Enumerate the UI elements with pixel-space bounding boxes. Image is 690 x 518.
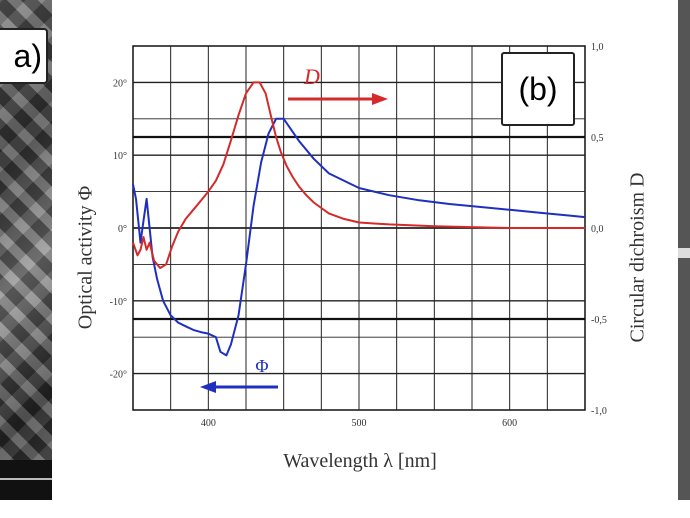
annotation-d-label: D [303,64,320,89]
y-left-tick-label: 20° [113,78,127,89]
y-right-tick-label: 1,0 [591,42,604,53]
y-right-tick-label: -1,0 [591,406,607,417]
y-axis-right-label: Circular dichroism D [626,172,649,343]
chart-series [132,81,586,357]
chart-annotations: DΦ [200,64,388,393]
annotation-phi-label: Φ [255,356,268,376]
y-left-tick-label: 10° [113,151,127,162]
x-tick-label: 400 [201,418,216,429]
annotation-d-arrow-head [372,93,388,105]
y-right-tick-label: 0,0 [591,224,604,235]
y-left-tick-label: -20° [110,370,127,381]
y-left-tick-label: -10° [110,297,127,308]
y-right-tick-label: -0,5 [591,315,607,326]
adjacent-panel-gap [678,248,690,258]
adjacent-panel-edge [678,0,690,500]
series-line-circular-dichroism [132,81,585,269]
panel-b-label: (b) [501,52,575,126]
x-tick-label: 500 [352,418,367,429]
y-axis-left-label: Optical activity Φ [74,185,97,330]
y-right-tick-label: 0,5 [591,133,604,144]
panel-a-label: a) [0,28,48,84]
annotation-phi-arrow-head [200,381,216,393]
x-axis-label: Wavelength λ [nm] [283,450,437,472]
y-left-tick-label: 0° [118,224,127,235]
x-tick-label: 600 [502,418,517,429]
chart-ticks: 400 500 600 20° 10° 0° -10° -20° 1,0 0,5 0,0 -0,5 -1… [110,42,607,429]
scale-bar-area [0,460,52,500]
